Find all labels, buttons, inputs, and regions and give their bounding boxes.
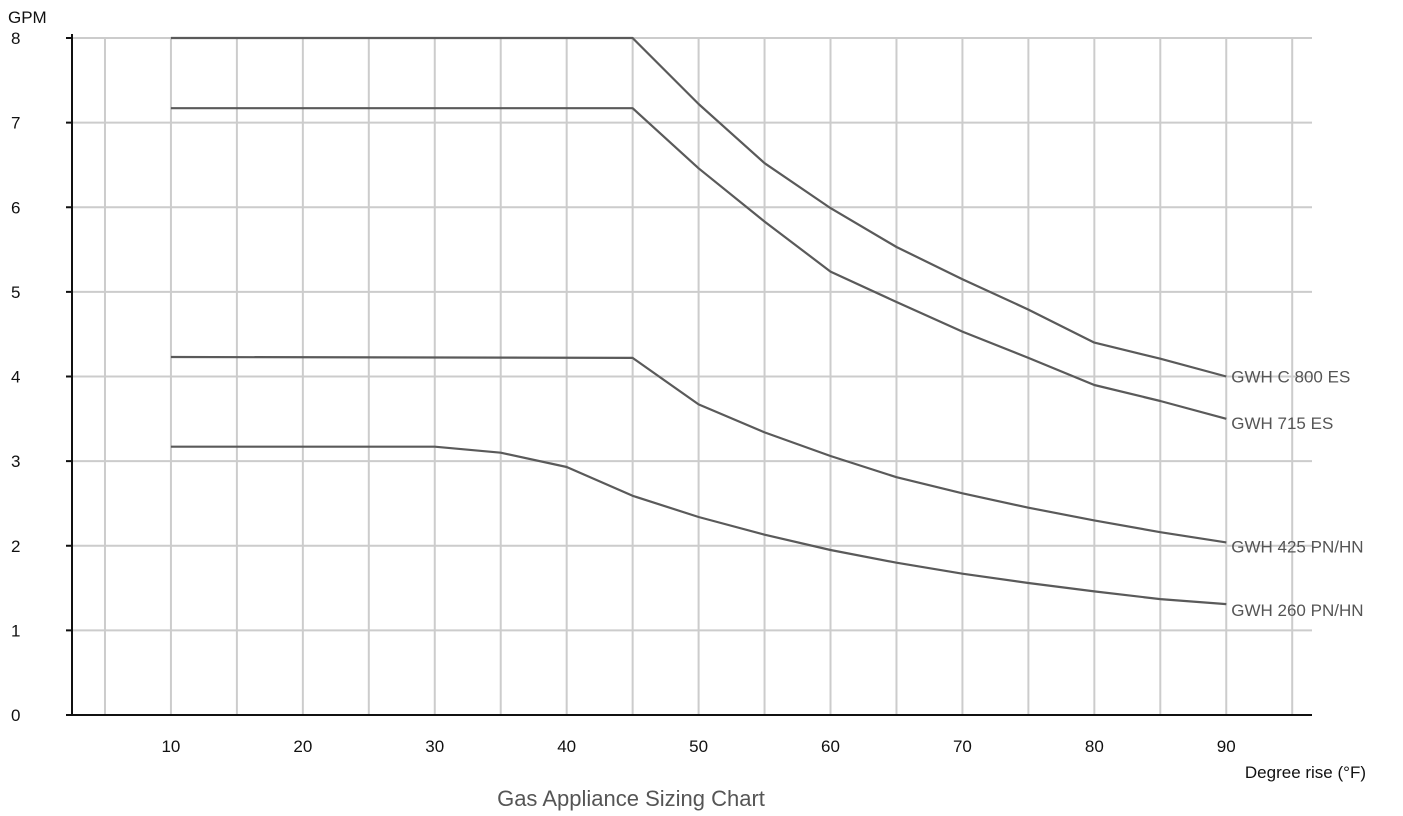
series-label-2: GWH 715 ES [1231,414,1333,433]
x-tick-label: 20 [293,737,312,756]
x-tick-label: 90 [1217,737,1236,756]
grid [72,37,1312,715]
x-tick-label: 10 [161,737,180,756]
series-label-1: GWH C 800 ES [1231,368,1350,387]
axes: 0 1 2 3 4 5 6 7 8 10 20 30 40 50 60 70 80 90 [11,29,1312,756]
series-labels: GWH C 800 ES GWH 715 ES GWH 425 PN/HN GWH 2… [1231,368,1363,621]
x-tick-label: 80 [1085,737,1104,756]
y-tick-label: 7 [11,114,20,133]
series-label-4: GWH 260 PN/HN [1231,601,1363,620]
y-tick-label: 8 [11,29,20,48]
y-tick-label: 1 [11,621,20,640]
series-line-2 [170,107,1227,420]
x-tick-label: 30 [425,737,444,756]
series-line-4 [170,445,1227,606]
series-label-3: GWH 425 PN/HN [1231,537,1363,556]
x-tick-label: 60 [821,737,840,756]
y-tick-label: 4 [11,368,20,387]
y-tick-label: 0 [11,706,20,725]
series-lines [170,36,1227,606]
x-tick-label: 70 [953,737,972,756]
y-tick-label: 5 [11,283,20,302]
series-line-3 [170,355,1227,544]
x-tick-label: 40 [557,737,576,756]
y-tick-label: 2 [11,537,20,556]
chart-title: Gas Appliance Sizing Chart [497,786,765,811]
y-tick-label: 6 [11,198,20,217]
x-axis-title: Degree rise (°F) [1245,763,1366,782]
y-axis-title: GPM [8,8,47,27]
series-line-1 [170,36,1227,378]
x-tick-label: 50 [689,737,708,756]
y-tick-label: 3 [11,452,20,471]
